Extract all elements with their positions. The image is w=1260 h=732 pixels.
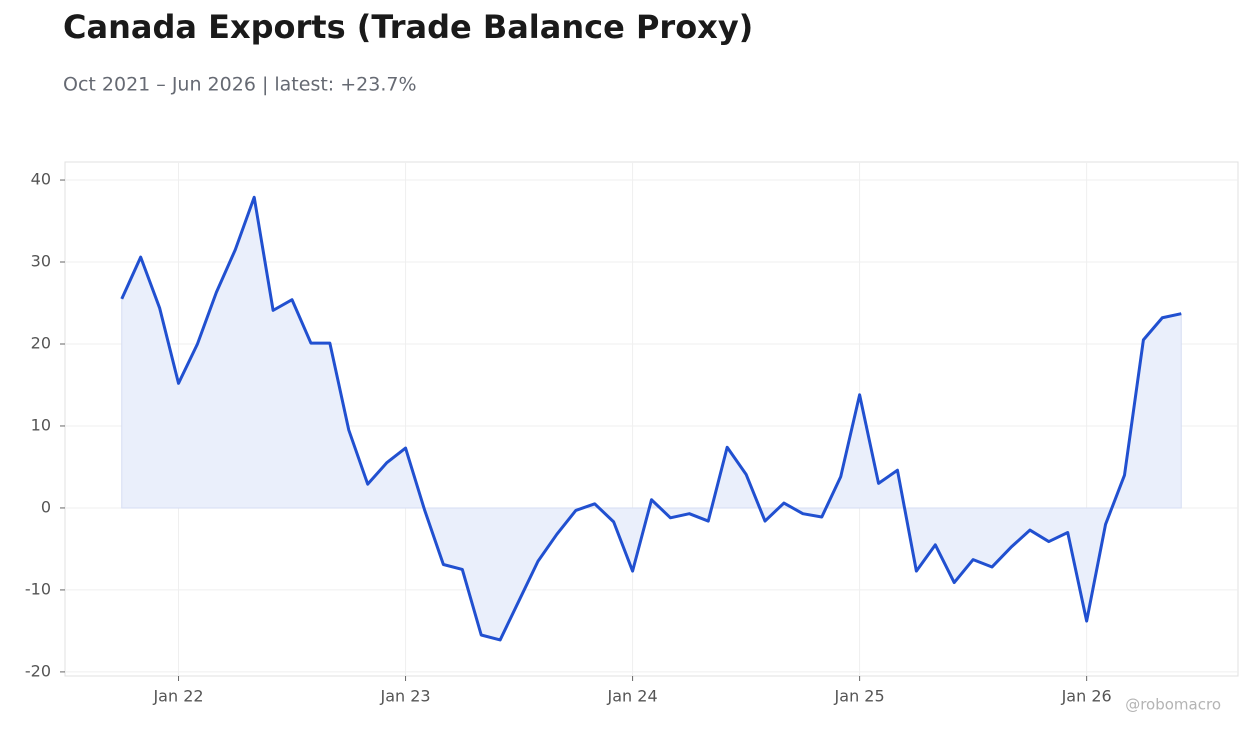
chart-title: Canada Exports (Trade Balance Proxy) bbox=[63, 8, 753, 46]
line bbox=[120, 195, 1182, 642]
y-tick-label: -10 bbox=[25, 579, 51, 598]
chart-subtitle: Oct 2021 – Jun 2026 | latest: +23.7% bbox=[63, 74, 417, 96]
marks bbox=[120, 195, 1182, 642]
area bbox=[121, 195, 1182, 641]
x-tick-label: Jan 22 bbox=[152, 687, 203, 706]
y-tick-label: 30 bbox=[31, 252, 51, 271]
x-tick-label: Jan 23 bbox=[379, 687, 430, 706]
plot-frame bbox=[64, 161, 1239, 677]
x-tick-label: Jan 24 bbox=[607, 687, 658, 706]
x-tick-label: Jan 26 bbox=[1061, 687, 1112, 706]
y-tick-label: 20 bbox=[31, 333, 51, 352]
y-tick-label: 40 bbox=[31, 170, 51, 189]
y-tick-label: -20 bbox=[25, 661, 51, 680]
y-tick-label: 10 bbox=[31, 415, 51, 434]
x-tick-label: Jan 25 bbox=[834, 687, 885, 706]
y-tick-label: 0 bbox=[41, 497, 51, 516]
source-label: @robomacro bbox=[1125, 696, 1221, 714]
